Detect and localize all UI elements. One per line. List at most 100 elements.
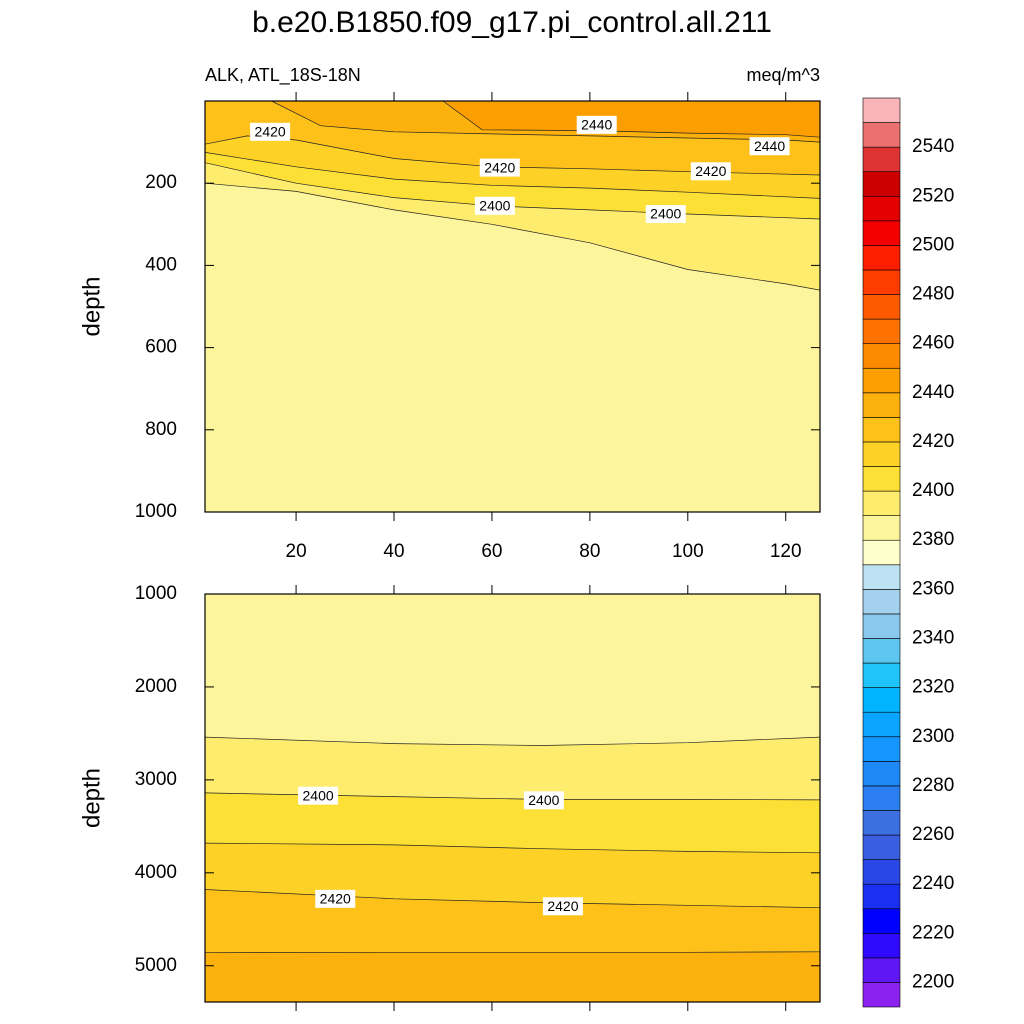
colorbar-box bbox=[862, 367, 901, 394]
colorbar-box bbox=[862, 785, 901, 811]
colorbar-box bbox=[862, 171, 901, 197]
colorbar-box bbox=[862, 343, 901, 369]
colorbar-box bbox=[862, 883, 901, 910]
y-tick-label: 600 bbox=[145, 337, 177, 358]
contour-label-bg bbox=[523, 791, 564, 810]
contour-label-bg bbox=[474, 196, 515, 215]
contour-label: 2400 bbox=[479, 198, 510, 214]
colorbar-box bbox=[862, 269, 901, 295]
plot-frame bbox=[204, 100, 821, 513]
colorbar-box bbox=[862, 417, 901, 443]
contour-label-bg bbox=[542, 897, 583, 916]
colorbar-box bbox=[862, 220, 901, 246]
contour-fill bbox=[205, 951, 820, 1002]
colorbar-box bbox=[862, 515, 901, 541]
colorbar-box bbox=[862, 564, 901, 590]
contour-label-bg bbox=[315, 889, 356, 908]
y-tick-label: 1000 bbox=[135, 501, 177, 522]
colorbar-box bbox=[862, 932, 901, 959]
contour-line bbox=[205, 736, 820, 746]
x-tick-label: 60 bbox=[481, 541, 502, 562]
plot-area bbox=[205, 594, 820, 1002]
contour-label: 2420 bbox=[320, 891, 351, 907]
colorbar-box bbox=[862, 97, 901, 123]
contour-label: 2400 bbox=[528, 792, 559, 808]
contour-label-bg bbox=[690, 162, 731, 181]
colorbar-box bbox=[862, 294, 901, 320]
colorbar-label: 2480 bbox=[912, 284, 954, 305]
colorbar-box bbox=[862, 245, 901, 271]
colorbar-box bbox=[862, 810, 901, 836]
contour-label: 2420 bbox=[484, 159, 515, 175]
contour-label: 2400 bbox=[303, 787, 334, 803]
colorbar-box bbox=[862, 711, 901, 738]
y-tick-label: 5000 bbox=[135, 955, 177, 976]
colorbar-label: 2440 bbox=[912, 382, 954, 403]
colorbar-label: 2220 bbox=[912, 922, 954, 943]
colorbar-box bbox=[862, 662, 901, 688]
colorbar-label: 2300 bbox=[912, 726, 954, 747]
colorbar-box bbox=[862, 392, 901, 418]
colorbar-label: 2200 bbox=[912, 971, 954, 992]
title: b.e20.B1850.f09_g17.pi_control.all.211 bbox=[252, 6, 772, 39]
colorbar-label: 2460 bbox=[912, 333, 954, 354]
contour-label-bg bbox=[576, 115, 617, 134]
plot-frame bbox=[204, 593, 821, 1003]
contour-label-bg bbox=[479, 158, 520, 177]
contour-label: 2440 bbox=[754, 138, 785, 154]
colorbar-box bbox=[862, 736, 901, 762]
y-axis-label: depth bbox=[78, 276, 105, 336]
colorbar-label: 2340 bbox=[912, 628, 954, 649]
colorbar-box bbox=[862, 589, 901, 615]
colorbar-box bbox=[862, 613, 901, 639]
contour-line bbox=[205, 951, 820, 954]
x-tick-label: 100 bbox=[672, 541, 704, 562]
y-tick-label: 1000 bbox=[135, 583, 177, 604]
contour-line bbox=[442, 101, 820, 138]
contour-label-bg bbox=[298, 786, 339, 805]
colorbar-box bbox=[862, 834, 901, 860]
y-tick-label: 4000 bbox=[135, 862, 177, 883]
contour-label: 2440 bbox=[581, 117, 612, 133]
y-tick-label: 3000 bbox=[135, 769, 177, 790]
colorbar-box bbox=[862, 441, 901, 467]
y-tick-label: 2000 bbox=[135, 676, 177, 697]
y-axis-label: depth bbox=[78, 768, 105, 828]
colorbar-box bbox=[862, 859, 901, 885]
contour-label-bg bbox=[645, 205, 686, 224]
x-tick-label: 120 bbox=[770, 541, 802, 562]
colorbar-label: 2420 bbox=[912, 431, 954, 452]
y-tick-label: 800 bbox=[145, 419, 177, 440]
y-tick-label: 400 bbox=[145, 254, 177, 275]
colorbar-label: 2260 bbox=[912, 824, 954, 845]
left-string: ALK, ATL_18S-18N bbox=[205, 65, 361, 86]
x-tick-label: 40 bbox=[383, 541, 404, 562]
colorbar-label: 2240 bbox=[912, 873, 954, 894]
colorbar-label: 2280 bbox=[912, 775, 954, 796]
colorbar-box bbox=[862, 687, 901, 713]
colorbar-label: 2500 bbox=[912, 234, 954, 255]
colorbar-box bbox=[862, 122, 901, 148]
colorbar-box bbox=[862, 539, 901, 566]
contour-fill bbox=[443, 101, 820, 138]
contour-line bbox=[205, 842, 820, 854]
colorbar-box bbox=[862, 490, 901, 516]
colorbar-label: 2380 bbox=[912, 529, 954, 550]
x-tick-label: 80 bbox=[579, 541, 600, 562]
colorbar-box bbox=[862, 466, 901, 492]
colorbar-label: 2320 bbox=[912, 677, 954, 698]
contour-label: 2400 bbox=[650, 206, 681, 222]
colorbar-label: 2360 bbox=[912, 578, 954, 599]
colorbar-label: 2520 bbox=[912, 185, 954, 206]
contour-label-bg bbox=[250, 122, 291, 141]
colorbar-box bbox=[862, 982, 901, 1008]
colorbar-box bbox=[862, 195, 901, 222]
colorbar-box bbox=[862, 957, 901, 983]
colorbar-box bbox=[862, 638, 901, 664]
y-tick-label: 200 bbox=[145, 172, 177, 193]
colorbar-label: 2540 bbox=[912, 136, 954, 157]
contour-label: 2420 bbox=[255, 124, 286, 140]
colorbar-label: 2400 bbox=[912, 480, 954, 501]
right-string: meq/m^3 bbox=[747, 65, 820, 85]
